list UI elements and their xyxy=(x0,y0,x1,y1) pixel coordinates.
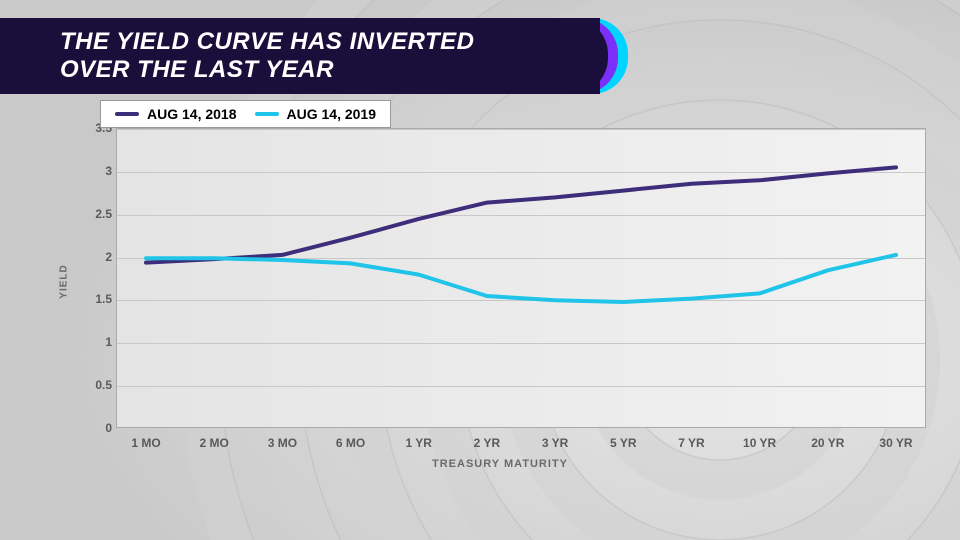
chart-title: THE YIELD CURVE HAS INVERTEDOVER THE LAS… xyxy=(60,28,475,83)
y-tick: 1 xyxy=(84,335,112,349)
chart: YIELD TREASURY MATURITY 00.511.522.533.5… xyxy=(60,116,940,496)
x-axis-label: TREASURY MATURITY xyxy=(60,458,940,470)
x-tick: 7 YR xyxy=(678,436,704,450)
x-tick: 10 YR xyxy=(743,436,776,450)
legend-swatch-2019 xyxy=(255,112,279,116)
x-tick: 2 YR xyxy=(474,436,500,450)
legend-label-2019: AUG 14, 2019 xyxy=(287,106,377,122)
legend-item-2019: AUG 14, 2019 xyxy=(255,106,377,122)
series-line xyxy=(146,167,896,262)
x-tick: 1 YR xyxy=(405,436,431,450)
x-tick: 20 YR xyxy=(811,436,844,450)
legend-item-2018: AUG 14, 2018 xyxy=(115,106,237,122)
y-tick: 2.5 xyxy=(84,207,112,221)
y-tick: 1.5 xyxy=(84,292,112,306)
x-tick: 6 MO xyxy=(336,436,365,450)
series-line xyxy=(146,255,896,302)
y-tick: 0 xyxy=(84,421,112,435)
y-tick: 0.5 xyxy=(84,378,112,392)
x-tick: 30 YR xyxy=(879,436,912,450)
y-tick: 3 xyxy=(84,164,112,178)
legend: AUG 14, 2018 AUG 14, 2019 xyxy=(100,100,391,128)
legend-swatch-2018 xyxy=(115,112,139,116)
x-tick: 1 MO xyxy=(131,436,160,450)
legend-label-2018: AUG 14, 2018 xyxy=(147,106,237,122)
y-axis-label: YIELD xyxy=(59,264,70,298)
y-tick: 2 xyxy=(84,250,112,264)
x-tick: 3 MO xyxy=(268,436,297,450)
x-tick: 5 YR xyxy=(610,436,636,450)
title-bar: THE YIELD CURVE HAS INVERTEDOVER THE LAS… xyxy=(0,18,600,94)
x-tick: 2 MO xyxy=(200,436,229,450)
x-tick: 3 YR xyxy=(542,436,568,450)
line-svg xyxy=(116,128,926,428)
